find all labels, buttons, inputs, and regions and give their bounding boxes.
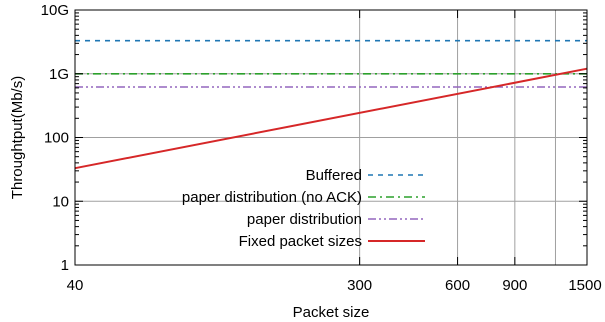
y-tick-label: 1G	[49, 66, 69, 83]
x-axis-label: Packet size	[293, 304, 370, 321]
series-line-3	[74, 67, 588, 170]
legend-label: Fixed packet sizes	[239, 233, 362, 250]
x-tick-label: 300	[347, 277, 372, 294]
legend-label: paper distribution	[247, 211, 362, 228]
y-tick-label: 1	[61, 257, 69, 274]
y-tick-label: 10	[52, 193, 69, 210]
legend-label: Buffered	[306, 167, 362, 184]
legend: Buffered paper distribution (no ACK) paper…	[182, 167, 425, 250]
series-layer	[74, 39, 588, 170]
y-tick-label: 10G	[41, 2, 69, 19]
x-tick-label: 600	[445, 277, 470, 294]
legend-label: paper distribution (no ACK)	[182, 189, 362, 206]
y-tick-label: 100	[44, 130, 69, 147]
x-tick-label: 900	[502, 277, 527, 294]
x-tick-label: 40	[67, 277, 84, 294]
y-axis-label: Throughtput(Mb/s)	[9, 76, 26, 199]
x-tick-label: 1500	[568, 277, 601, 294]
tick-layer: 1 10 100 1G 10G 40 300 600 900 1500	[41, 2, 602, 294]
